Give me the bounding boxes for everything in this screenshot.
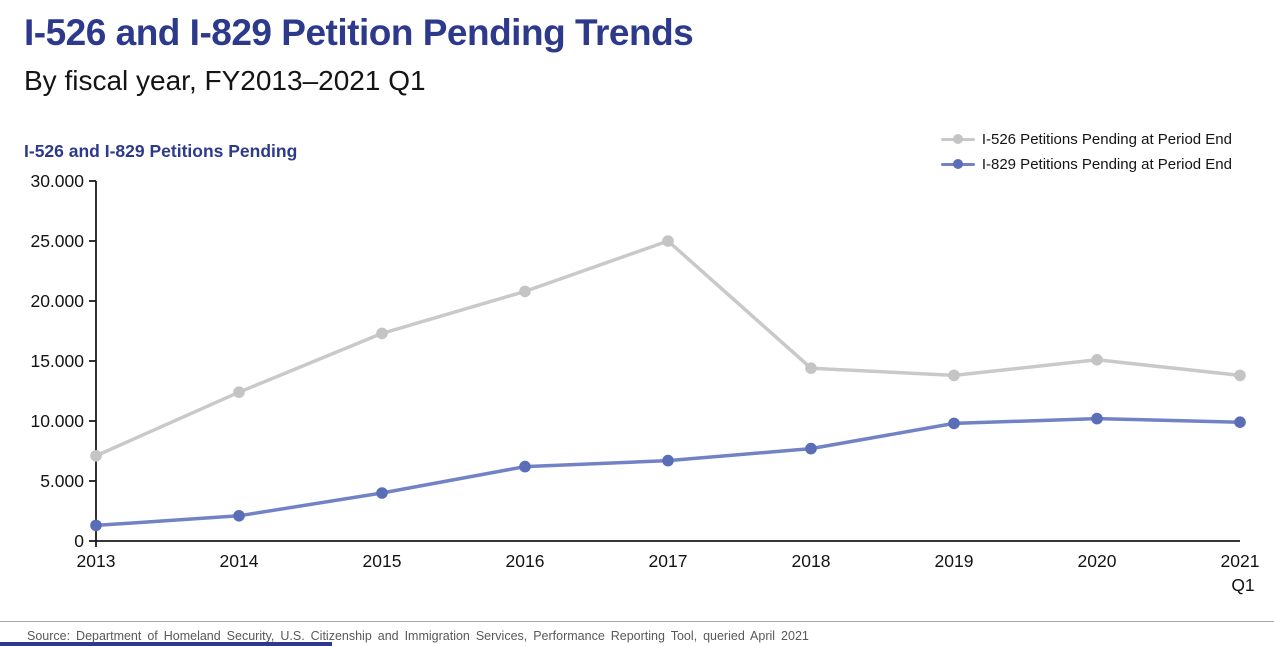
data-point xyxy=(805,362,817,375)
page-title: I-526 and I-829 Petition Pending Trends xyxy=(24,12,694,53)
x-tick-label: 2018 xyxy=(792,551,831,571)
legend-label-i829: I-829 Petitions Pending at Period End xyxy=(981,155,1232,173)
x-tick-label: 2013 xyxy=(77,551,116,571)
data-point xyxy=(376,487,388,499)
footer-accent-bar xyxy=(0,642,332,646)
data-point xyxy=(376,327,388,340)
x-tick-label: 2021 xyxy=(1221,551,1260,571)
data-point xyxy=(519,285,531,298)
data-point xyxy=(1234,369,1246,382)
legend-label-i526: I-526 Petitions Pending at Period End xyxy=(981,130,1232,148)
x-tick-label: 2015 xyxy=(363,551,402,571)
series-line-0 xyxy=(94,239,1242,458)
x-tick-label: 2014 xyxy=(220,551,259,571)
series-line-1 xyxy=(94,416,1242,528)
data-point xyxy=(1234,416,1246,429)
data-point xyxy=(233,386,245,399)
x-tick-label-note: Q1 xyxy=(1231,575,1254,595)
legend-item-i829: I-829 Petitions Pending at Period End xyxy=(940,155,1232,173)
x-tick-label: 2019 xyxy=(935,551,974,571)
legend-dot-swatch xyxy=(952,134,963,144)
data-point xyxy=(662,235,674,247)
legend-marker-i526 xyxy=(940,133,975,145)
x-tick-label: 2020 xyxy=(1078,551,1117,571)
y-tick-label: 10.000 xyxy=(30,411,84,431)
y-tick-label: 5.000 xyxy=(40,471,84,491)
data-point xyxy=(948,369,960,382)
legend-item-i526: I-526 Petitions Pending at Period End xyxy=(940,130,1232,148)
data-point xyxy=(1091,354,1103,366)
y-tick-label: 20.000 xyxy=(30,291,84,311)
chart-legend: I-526 Petitions Pending at Period End I-… xyxy=(940,130,1232,173)
y-tick-label: 30.000 xyxy=(30,171,84,191)
data-point xyxy=(1091,412,1103,425)
data-point xyxy=(90,519,102,532)
page-subtitle: By fiscal year, FY2013–2021 Q1 xyxy=(24,65,426,96)
y-tick-label: 25.000 xyxy=(30,231,84,251)
data-point xyxy=(805,442,817,455)
data-point xyxy=(948,417,960,430)
footer-divider xyxy=(0,621,1274,622)
data-point xyxy=(90,450,102,462)
x-tick-label: 2017 xyxy=(649,551,688,571)
data-point xyxy=(662,454,674,467)
y-tick-label: 15.000 xyxy=(30,351,84,371)
chart-title: I-526 and I-829 Petitions Pending xyxy=(24,141,298,161)
legend-marker-i829 xyxy=(940,158,975,170)
x-tick-label: 2016 xyxy=(506,551,545,571)
data-point xyxy=(233,510,245,522)
source-note: Source: Department of Homeland Security,… xyxy=(27,629,809,643)
data-point xyxy=(519,460,531,473)
y-tick-label: 0 xyxy=(74,531,84,551)
legend-dot-swatch xyxy=(952,159,963,169)
